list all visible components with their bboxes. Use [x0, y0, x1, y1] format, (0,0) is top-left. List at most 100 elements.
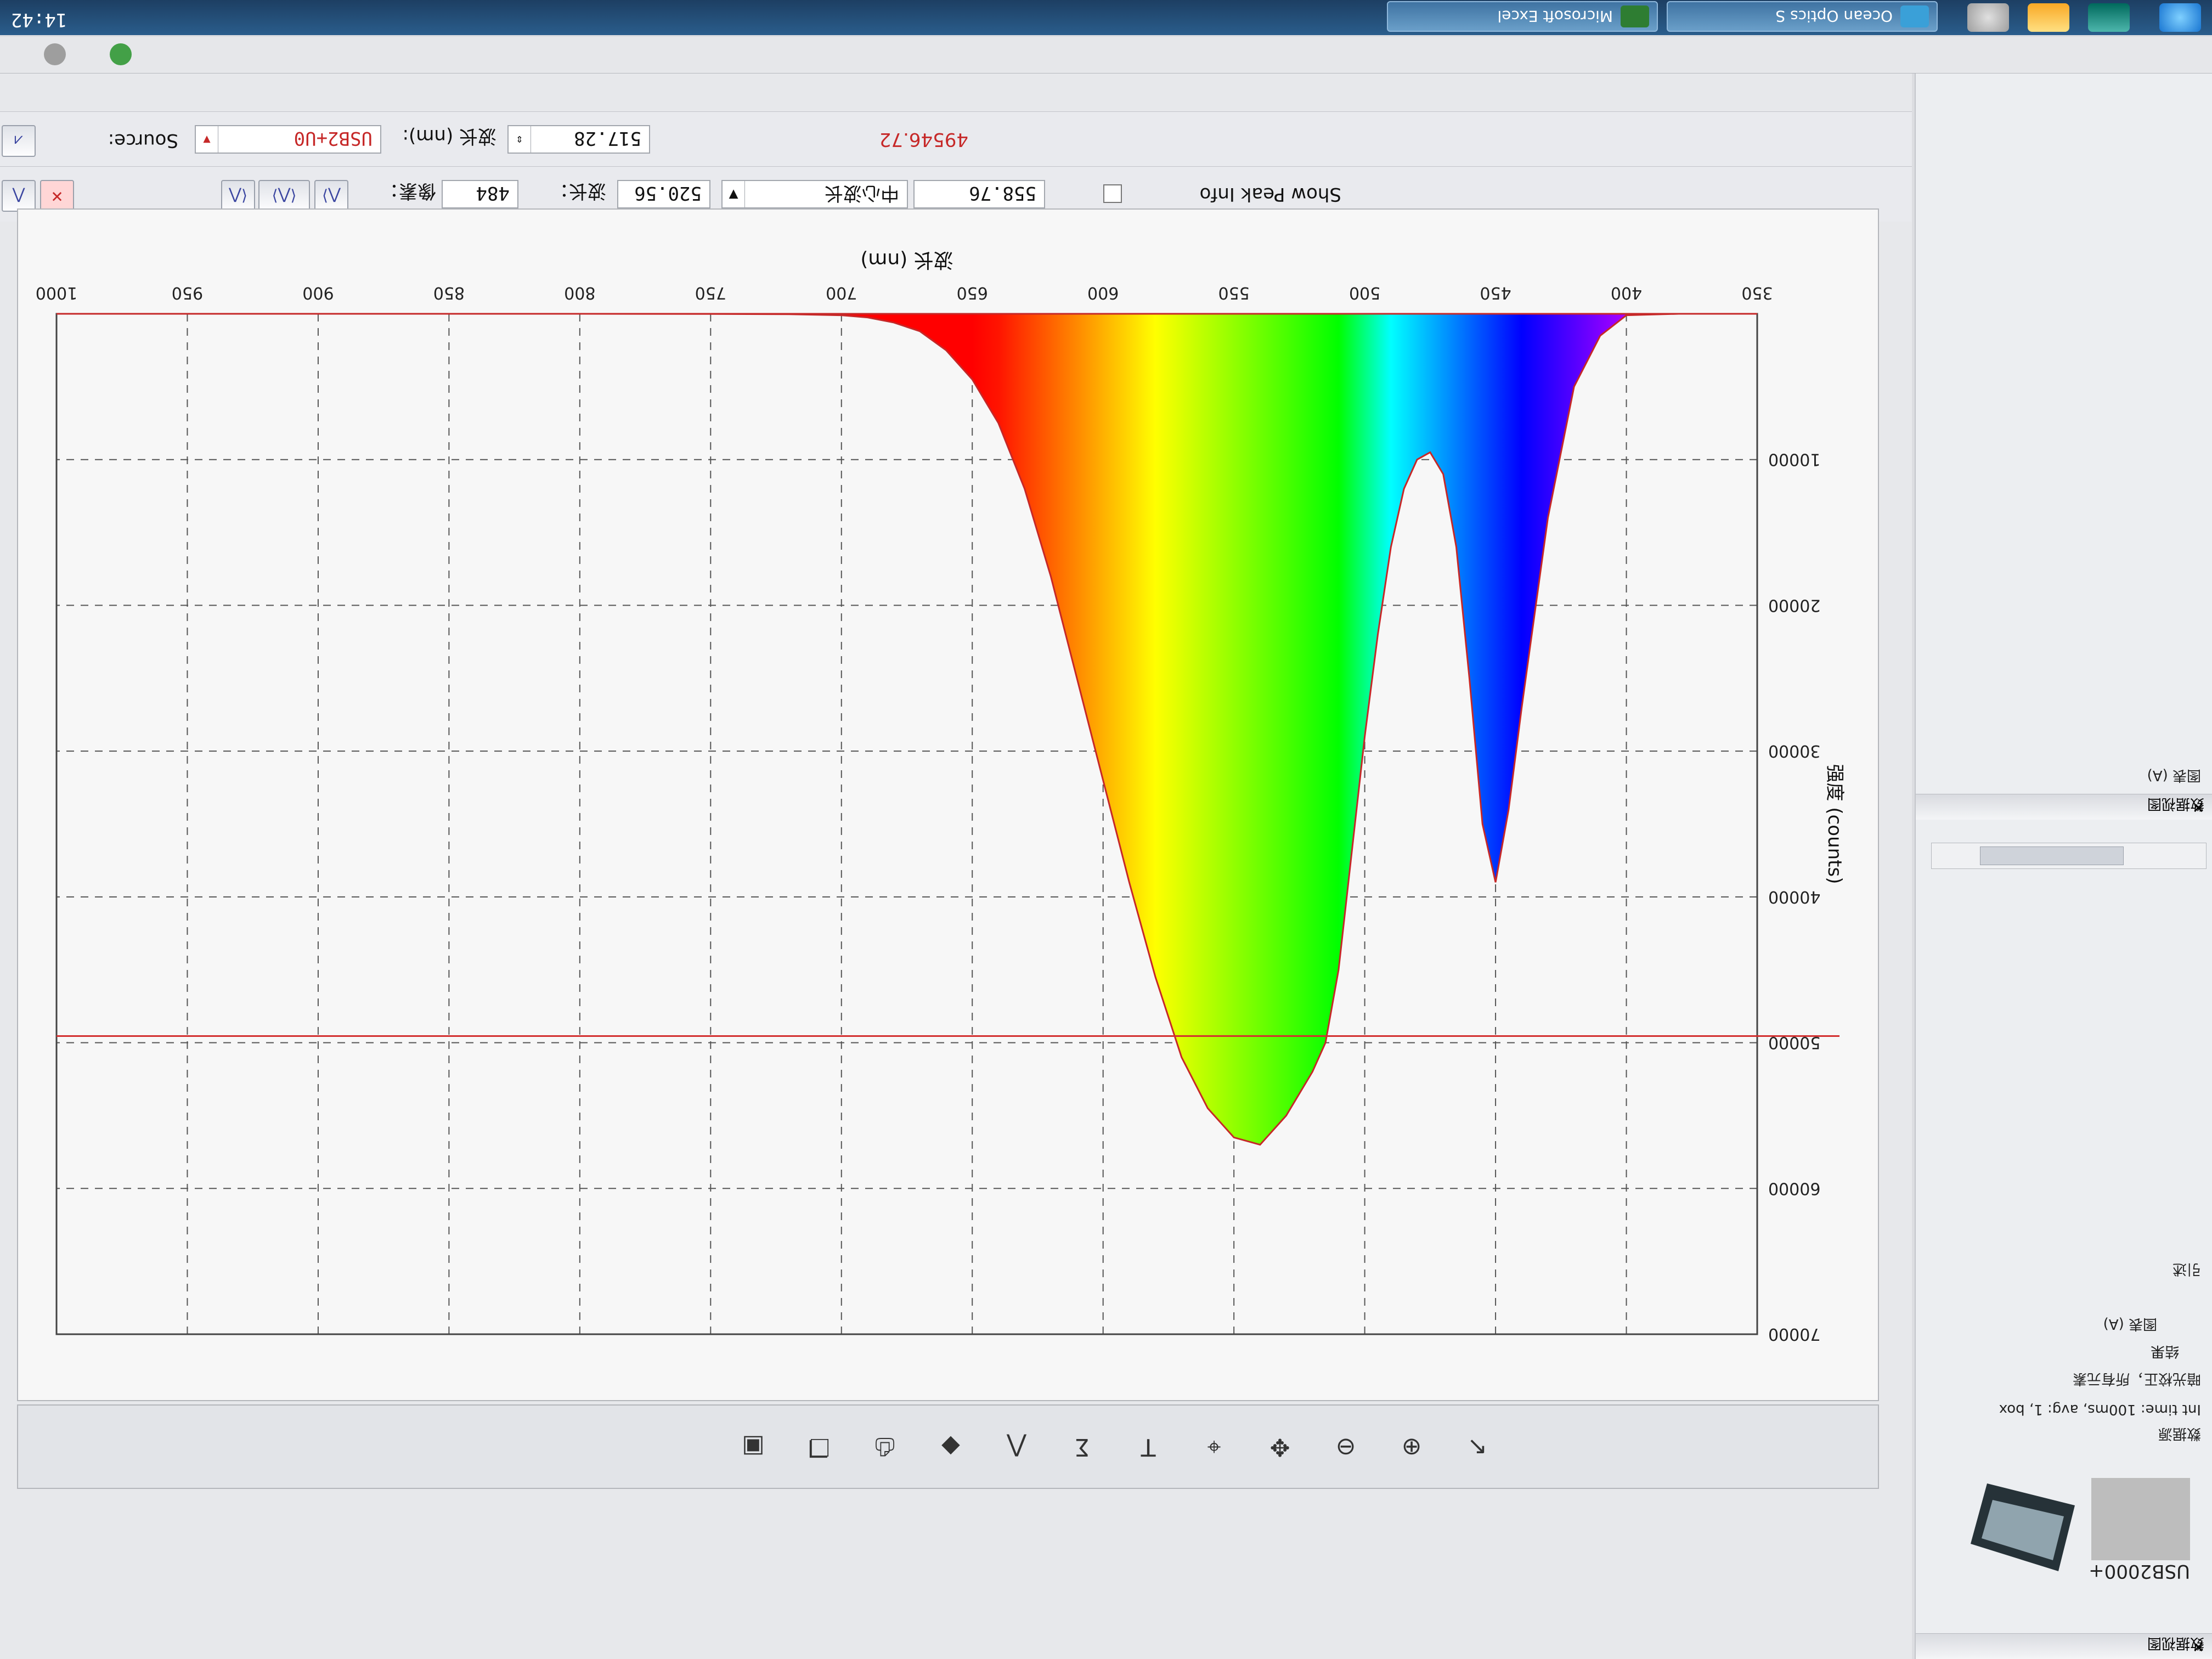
chevron-down-icon[interactable]: ▼: [196, 126, 218, 153]
wavelength-value: 520.56: [634, 182, 702, 204]
graph-window: ⩘ Source: USB2+U0 ▼ 波长 (nm): 517.28 ⇕ 49…: [0, 74, 1912, 1659]
settings-icon[interactable]: [44, 43, 66, 65]
tree-item-source[interactable]: 数据源: [2158, 1425, 2201, 1442]
x-tick-label: 500: [1349, 283, 1380, 302]
pixel-field[interactable]: 484: [442, 180, 518, 208]
windows-taskbar: Ocean Optics S Microsoft Excel 14:42: [0, 0, 2212, 35]
spectrum-chart[interactable]: 350 400 450 500 550 600 650 700 750 800 850 900 950 1…: [17, 208, 1879, 1401]
x-tick-label: 800: [564, 283, 595, 302]
excel-app-icon: [1621, 5, 1649, 27]
x-tick-label: 750: [695, 283, 726, 302]
taskbar-excel-label: Microsoft Excel: [1497, 7, 1613, 25]
zoom-out-icon[interactable]: ⊖: [1335, 1433, 1356, 1461]
chart-tools-bar: ↖ ⊕ ⊖ ✥ ⌖ T Σ ⋀ ◆ ⎙ ❐ ▣: [17, 1404, 1879, 1489]
x-tick-label: 900: [302, 283, 334, 302]
y-tick-label: 10000: [1768, 450, 1820, 469]
show-peak-checkbox[interactable]: [1103, 184, 1122, 203]
center-mode-value: 中心波长: [825, 182, 899, 204]
graph-view-icon[interactable]: ⩘: [2, 125, 36, 157]
x-tick-label: 450: [1480, 283, 1511, 302]
source-toolbar: ⩘ Source: USB2+U0 ▼ 波长 (nm): 517.28 ⇕ 49…: [0, 111, 1912, 167]
start-orb-icon[interactable]: [2159, 3, 2201, 32]
taskbar-oceanoptics-label: Ocean Optics S: [1775, 7, 1893, 25]
center-mode-select[interactable]: 中心波长 ▼: [721, 180, 908, 208]
pixel-value: 484: [476, 182, 510, 204]
y-axis: 10000 20000 30000 40000 50000 60000 70000: [1768, 450, 1820, 1344]
wavelength-spinner[interactable]: 517.28 ⇕: [507, 125, 650, 154]
data-sources-panel: 数据视图 ✕ USB2000+ 数据源 Int time: 100ms, avg…: [1915, 74, 2212, 1659]
y-axis-label: 强度 (counts): [1824, 764, 1846, 884]
pan-icon[interactable]: ✥: [1269, 1433, 1290, 1461]
print-icon[interactable]: ⎙: [875, 1433, 895, 1461]
pointer-icon[interactable]: ↖: [1467, 1433, 1488, 1461]
intensity-readout: 49546.72: [879, 128, 968, 150]
zoom-in-icon[interactable]: ⊕: [1401, 1433, 1422, 1461]
status-bar: [0, 37, 2212, 74]
spinner-arrows-icon[interactable]: ⇕: [509, 126, 531, 153]
data-view-item-graph[interactable]: 图表 (A): [2147, 767, 2201, 783]
x-tick-label: 350: [1741, 283, 1773, 302]
tree-item-results[interactable]: 结果: [2150, 1343, 2179, 1359]
media-player-icon[interactable]: [1967, 3, 2009, 32]
source-value: USB2+U0: [294, 127, 373, 149]
tree-item-graph[interactable]: 图表 (A): [2103, 1316, 2157, 1332]
panel-scrollbar[interactable]: [1931, 843, 2207, 869]
wavelength-spinner-value: 517.28: [574, 127, 641, 149]
y-tick-label: 70000: [1768, 1324, 1820, 1344]
close-icon[interactable]: ✕: [2192, 799, 2204, 815]
x-tick-label: 950: [172, 283, 203, 302]
x-tick-label: 1000: [36, 283, 77, 302]
y-tick-label: 50000: [1768, 1033, 1820, 1052]
x-axis: 350 400 450 500 550 600 650 700 750 800 850 900 950 1…: [36, 283, 1773, 302]
scrollbar-thumb[interactable]: [1980, 847, 2124, 865]
wavelength-nm-label: 波长 (nm):: [402, 125, 496, 147]
taskbar-clock: 14:42: [11, 9, 67, 31]
taskbar-excel[interactable]: Microsoft Excel: [1387, 1, 1658, 32]
data-view-header: 数据视图 ✕: [1916, 794, 2212, 820]
source-select[interactable]: USB2+U0 ▼: [195, 125, 381, 154]
chevron-down-icon[interactable]: ▼: [723, 181, 745, 207]
tree-item-dark-correction[interactable]: 暗光校正，所有元素: [2072, 1370, 2201, 1387]
device-image-frame: [2091, 1478, 2190, 1560]
y-tick-label: 20000: [1768, 595, 1820, 614]
status-led-icon: [110, 43, 132, 65]
panel-header: 数据视图 ✕: [1916, 1633, 2212, 1659]
device-image: [1971, 1478, 2190, 1571]
tree-item-acq-settings[interactable]: Int time: 100ms, avg: 1, box: [1999, 1401, 2201, 1418]
taskbar-oceanoptics[interactable]: Ocean Optics S: [1667, 1, 1938, 32]
x-tick-label: 700: [826, 283, 857, 302]
spectrum-area: [57, 313, 1757, 1146]
x-tick-label: 550: [1218, 283, 1250, 302]
x-tick-label: 650: [957, 283, 988, 302]
y-tick-label: 60000: [1768, 1178, 1820, 1198]
peak-icon[interactable]: ⋀: [1006, 1433, 1027, 1461]
marker-icon[interactable]: ◆: [941, 1433, 960, 1461]
y-tick-label: 30000: [1768, 741, 1820, 760]
spectrum-chart-svg: 350 400 450 500 550 600 650 700 750 800 850 900 950 1…: [36, 249, 1846, 1344]
x-tick-label: 850: [433, 283, 465, 302]
copy-icon[interactable]: ❐: [808, 1433, 830, 1461]
y-tick-label: 40000: [1768, 887, 1820, 906]
tree-item-note[interactable]: 引述: [2172, 1261, 2201, 1277]
device-label: USB2000+: [2089, 1560, 2190, 1582]
wavelength-field[interactable]: 520.56: [617, 180, 710, 208]
sigma-icon[interactable]: Σ: [1075, 1433, 1090, 1461]
x-axis-label: 波长 (nm): [860, 249, 953, 271]
center-wavelength-value: 558.76: [969, 182, 1036, 204]
x-tick-label: 400: [1611, 283, 1642, 302]
center-wavelength-field[interactable]: 558.76: [913, 180, 1045, 208]
browser-icon[interactable]: [2088, 3, 2130, 32]
spectrometer-device-icon: [1971, 1483, 2075, 1571]
x-tick-label: 600: [1087, 283, 1119, 302]
folder-icon[interactable]: [2028, 3, 2069, 32]
save-icon[interactable]: ▣: [742, 1433, 765, 1461]
show-peak-label: Show Peak Info: [1199, 183, 1341, 205]
oceanoptics-app-icon: [1900, 5, 1929, 27]
cursor-icon[interactable]: ⌖: [1207, 1433, 1221, 1461]
source-label: Source:: [108, 129, 178, 151]
pixel-label: 像素：: [380, 180, 436, 202]
wavelength-label: 波长：: [550, 180, 606, 202]
close-icon[interactable]: ✕: [2192, 1638, 2204, 1655]
text-icon[interactable]: T: [1141, 1433, 1156, 1461]
